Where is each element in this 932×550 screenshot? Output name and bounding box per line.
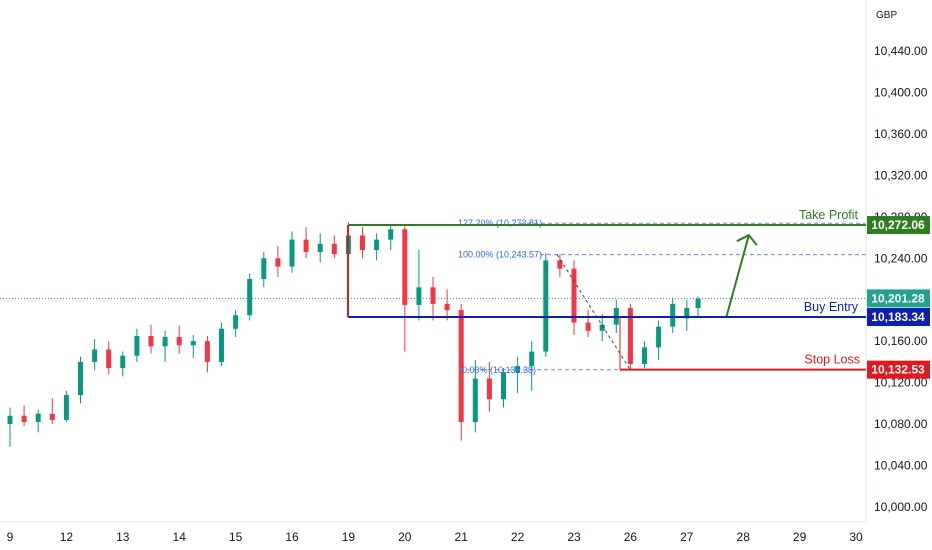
price-tag	[867, 360, 930, 379]
candle-body	[388, 229, 394, 240]
time-tick-label: 13	[116, 530, 130, 544]
candle-body	[515, 366, 521, 373]
candle-body	[92, 349, 98, 362]
time-tick-label: 22	[511, 530, 525, 544]
time-tick-label: 12	[60, 530, 74, 544]
fib-trend-line	[556, 254, 631, 371]
candle-body	[670, 303, 676, 327]
candle-body	[557, 260, 563, 269]
candle-body	[134, 336, 140, 356]
candle-body	[176, 337, 182, 346]
price-tag-text: 10,132.53	[871, 363, 925, 377]
candle-body	[472, 378, 478, 423]
current-price-tag-text: 10,201.28	[871, 291, 925, 305]
candle-body	[275, 258, 281, 267]
candle-body	[233, 315, 239, 329]
candle-body	[303, 239, 309, 253]
price-tick-label: 10,400.00	[874, 85, 928, 99]
candle-body	[190, 341, 196, 346]
candle-body	[120, 355, 126, 369]
candle-body	[571, 268, 577, 323]
candle-body	[444, 303, 450, 311]
price-tick-label: 10,320.00	[874, 168, 928, 182]
price-tag-text: 10,183.34	[871, 310, 925, 324]
price-tick-label: 10,080.00	[874, 417, 928, 431]
price-tick-label: 10,240.00	[874, 251, 928, 265]
candle-body	[317, 243, 323, 253]
time-tick-label: 23	[567, 530, 581, 544]
price-tag	[867, 307, 930, 326]
price-tick-label: 10,160.00	[874, 334, 928, 348]
price-tick-label: 10,040.00	[874, 459, 928, 473]
candle-body	[261, 258, 267, 279]
time-tick-label: 29	[793, 530, 807, 544]
price-tags: 10,272.06 10,183.34 10,132.53 10,201.28	[867, 216, 930, 379]
price-tag-text: 10,272.06	[871, 218, 925, 232]
candle-body	[49, 413, 55, 420]
candle-body	[430, 287, 436, 304]
level-label: Buy Entry	[804, 300, 859, 314]
candle-body	[642, 347, 647, 364]
candle-body	[416, 287, 422, 305]
time-tick-label: 26	[624, 530, 638, 544]
candle-body	[35, 413, 41, 423]
time-tick-label: 9	[7, 530, 14, 544]
time-tick-label: 19	[342, 530, 356, 544]
price-axis[interactable]: 10,440.00 10,400.00 10,360.00 10,320.00 10,2…	[874, 44, 928, 514]
fib-level-label: 100.00% (10,243.57)	[458, 250, 542, 260]
price-tick-label: 10,440.00	[874, 44, 928, 58]
candle-body	[7, 415, 13, 425]
candle-body	[529, 351, 535, 367]
candle-body	[543, 260, 549, 352]
candle-body	[458, 310, 464, 423]
candle-body	[106, 349, 112, 369]
price-tick-label: 10,360.00	[874, 127, 928, 141]
candle-body	[374, 239, 380, 250]
candle-body	[204, 341, 210, 362]
candle-body	[21, 415, 27, 423]
price-tick-label: 10,000.00	[874, 500, 928, 514]
candle-body	[695, 298, 701, 309]
candle-body	[599, 324, 605, 331]
candle-body	[289, 239, 295, 267]
candle-body	[585, 322, 591, 331]
candle-body	[656, 326, 662, 348]
candle-body	[684, 308, 690, 319]
time-tick-label: 16	[285, 530, 299, 544]
level-label: Take Profit	[799, 208, 859, 222]
price-tick-label: 10,120.00	[874, 376, 928, 390]
time-tick-label: 27	[680, 530, 694, 544]
candle-body	[501, 372, 506, 400]
candle-body	[627, 308, 633, 364]
time-tick-label: 20	[398, 530, 412, 544]
target-arrow	[725, 234, 750, 318]
time-tick-label: 14	[173, 530, 187, 544]
candle-body	[402, 229, 408, 305]
fib-level-label: 127.20% (10,273.81)	[458, 218, 542, 228]
time-tick-label: 28	[737, 530, 751, 544]
candle-body	[148, 336, 154, 347]
candle-body	[162, 337, 168, 347]
fib-level-label: 0.00% (10,132.38)	[462, 365, 536, 375]
candle-body	[219, 328, 224, 362]
time-axis[interactable]: 9 12 13 14 15 16 19 20 21 22 23 26 27 28 29 30	[7, 530, 863, 544]
candle-body	[486, 378, 492, 400]
time-tick-label: 15	[229, 530, 243, 544]
time-tick-label: 21	[455, 530, 469, 544]
candle-body	[360, 235, 365, 250]
target-arrow-head	[736, 233, 758, 246]
candle-body	[247, 279, 253, 316]
candle-body	[63, 395, 69, 420]
candle-body	[331, 243, 337, 255]
plot-area[interactable]: 127.20% (10,273.81) 100.00% (10,243.57) 0.…	[0, 218, 866, 447]
time-tick-label: 30	[849, 530, 863, 544]
price-tag	[867, 216, 930, 235]
candle-body	[78, 361, 83, 396]
level-label: Stop Loss	[804, 353, 860, 367]
trade-levels: Take Profit Buy Entry Stop Loss	[347, 208, 866, 371]
currency-label: GBP	[876, 10, 897, 21]
current-price-tag	[867, 289, 930, 308]
